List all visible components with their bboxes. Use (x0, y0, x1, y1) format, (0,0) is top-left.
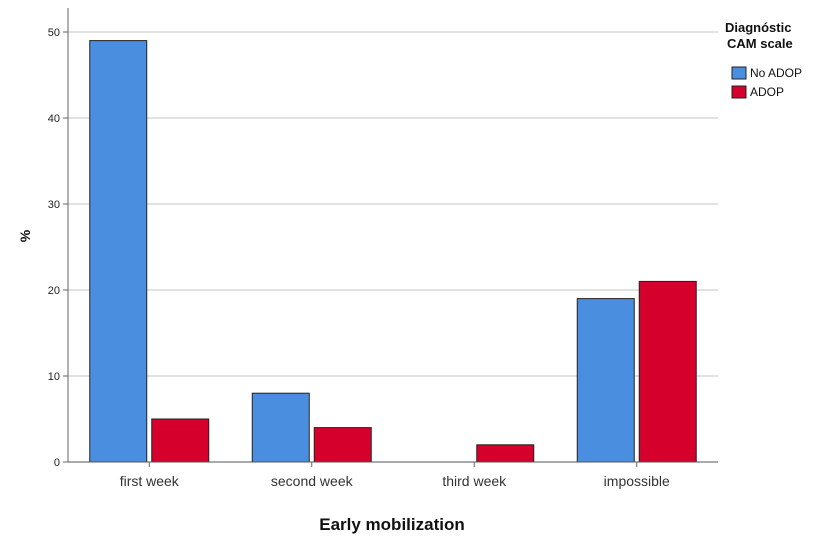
x-tick-label: third week (442, 473, 507, 489)
legend-label: ADOP (750, 85, 784, 99)
x-tick-label: first week (120, 473, 180, 489)
bar-adop-first-week (151, 418, 210, 463)
legend: Diagnóstic CAM scale No ADOP ADOP (725, 20, 802, 99)
y-tick-label: 40 (48, 113, 60, 125)
bars (89, 40, 697, 463)
x-tick-label: second week (271, 473, 354, 489)
y-tick-label: 20 (48, 285, 60, 297)
y-tick-label: 30 (48, 199, 60, 211)
y-tick-label: 10 (48, 371, 60, 383)
x-axis-title: Early mobilization (319, 515, 464, 534)
bar-adop-impossible (638, 280, 697, 463)
legend-title-line1: Diagnóstic (725, 20, 791, 35)
legend-title-line2: CAM scale (727, 36, 793, 51)
y-axis-title: % (17, 229, 33, 242)
bar-no-adop-first-week (89, 40, 148, 463)
y-tick-label: 50 (48, 27, 60, 39)
bar-adop-second-week (313, 427, 372, 463)
legend-swatch (731, 66, 747, 80)
y-axis-ticks: 0 10 20 30 40 50 (48, 27, 68, 469)
bar-adop-third-week (476, 444, 535, 463)
y-tick-label: 0 (54, 457, 60, 469)
bar-no-adop-second-week (251, 392, 310, 463)
bar-no-adop-impossible (576, 298, 635, 463)
x-tick-label: impossible (604, 473, 670, 489)
legend-swatch (731, 85, 747, 99)
legend-label: No ADOP (750, 66, 802, 80)
x-axis-categories: first week second week third week impossibl… (120, 462, 670, 489)
